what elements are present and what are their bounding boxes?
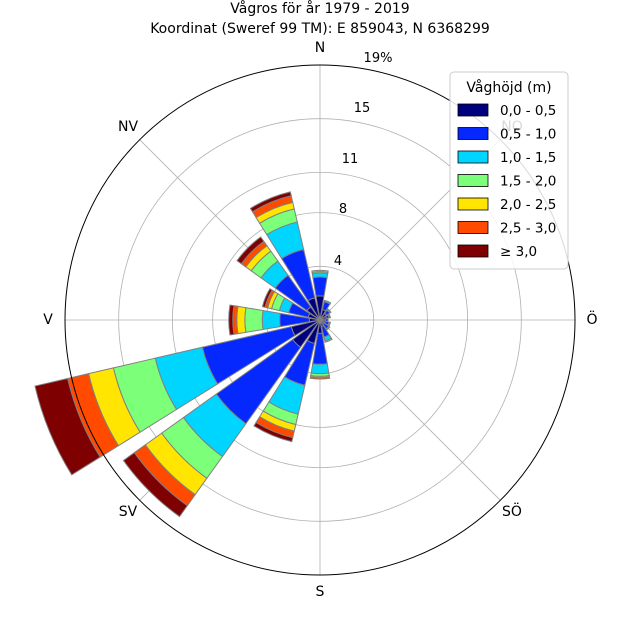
rose-bar-segment <box>122 451 189 518</box>
legend-label: 0,5 - 1,0 <box>500 127 556 143</box>
legend-label: 2,5 - 3,0 <box>500 221 556 237</box>
rose-bar-segment <box>324 318 329 322</box>
rose-bar-segment <box>324 337 333 343</box>
rose-bar-segment <box>326 308 332 314</box>
rose-bars <box>34 191 333 518</box>
chart-title: Vågros för år 1979 - 2019 <box>230 0 409 17</box>
legend-swatch <box>457 103 489 117</box>
legend-swatch <box>457 244 489 258</box>
ring-label: 8 <box>339 202 347 217</box>
rose-bar-segment <box>312 276 328 297</box>
rose-bar-segment <box>311 269 329 273</box>
rose-bar-segment <box>327 313 332 319</box>
direction-label: SV <box>119 504 138 520</box>
legend: Våghöjd (m) 0,0 - 0,5 0,5 - 1,0 1,0 - 1,5 1… <box>449 71 569 270</box>
direction-label: Ö <box>586 310 597 328</box>
legend-box <box>449 71 569 270</box>
grid-spoke <box>319 319 501 501</box>
rose-bar-segment <box>309 376 331 380</box>
legend-label: 1,5 - 2,0 <box>500 174 556 190</box>
legend-swatch <box>457 127 489 140</box>
legend-swatch <box>457 221 489 234</box>
rose-bar-segment <box>323 299 332 305</box>
direction-label: N <box>315 40 325 56</box>
ring-label: 19% <box>364 51 393 66</box>
legend-label: 1,0 - 1,5 <box>500 150 556 166</box>
rose-bar-segment <box>261 288 273 308</box>
direction-label: V <box>43 312 53 328</box>
direction-label: S <box>316 584 325 600</box>
legend-label: ≥ 3,0 <box>500 244 537 260</box>
ring-label: 4 <box>334 254 342 269</box>
direction-label: SÖ <box>502 502 522 520</box>
rose-bar-segment <box>253 421 294 443</box>
rose-bar-segment <box>34 377 101 476</box>
rose-bar-segment <box>261 309 281 331</box>
legend-label: 0,0 - 0,5 <box>500 103 556 119</box>
rose-bar-segment <box>236 305 247 335</box>
legend-label: 2,0 - 2,5 <box>500 197 556 213</box>
rose-bar-segment <box>236 236 265 265</box>
ring-label: 15 <box>354 101 371 116</box>
legend-swatch <box>457 150 489 164</box>
ring-labels: 4 8 11 15 19% <box>334 51 393 269</box>
ring-label: 11 <box>342 152 359 167</box>
polar-outer-circle <box>64 64 576 576</box>
legend-swatch <box>457 174 489 187</box>
direction-label: NV <box>118 119 138 135</box>
legend-title: Våghöjd (m) <box>466 79 551 96</box>
rose-bar-segment <box>325 325 331 331</box>
rose-bar-segment <box>310 363 330 375</box>
chart-subtitle: Koordinat (Sweref 99 TM): E 859043, N 63… <box>150 21 490 37</box>
rose-bar-segment <box>249 191 292 213</box>
rose-bar-segment <box>327 321 332 327</box>
rose-bar-segment <box>228 304 235 336</box>
rose-bar-segment <box>244 307 264 333</box>
legend-swatch <box>457 197 489 211</box>
legend-entries: 0,0 - 0,5 0,5 - 1,0 1,0 - 1,5 1,5 - 2,0 2,0 … <box>457 103 556 260</box>
